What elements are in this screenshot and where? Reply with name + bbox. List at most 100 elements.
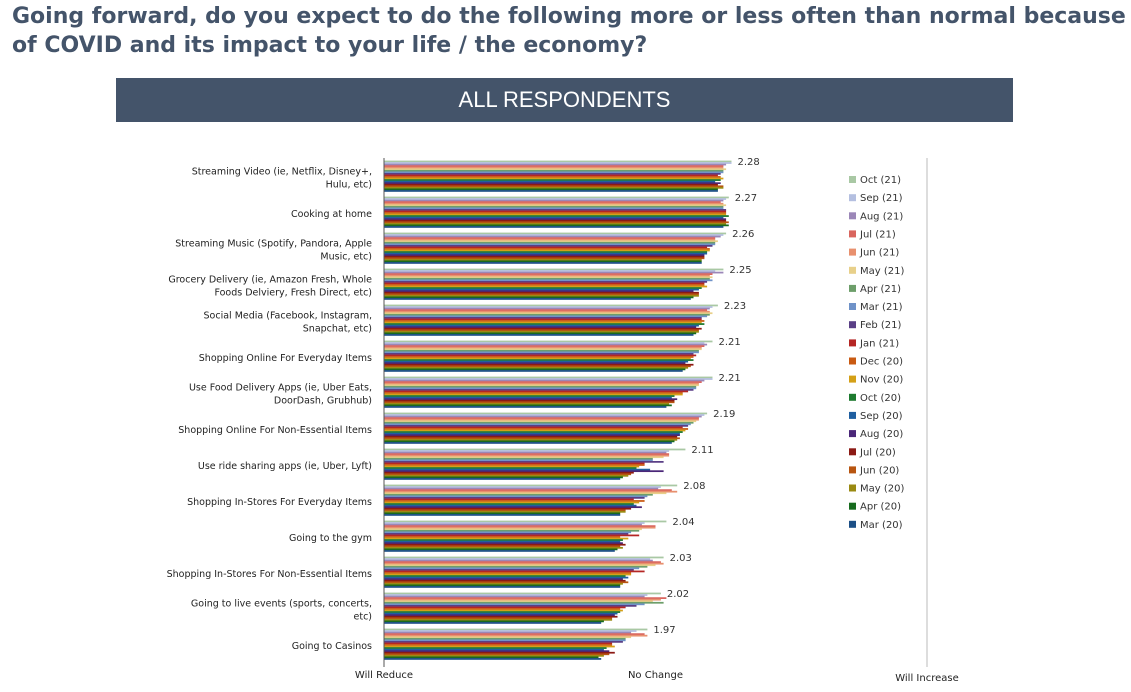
- data-label: 2.11: [691, 445, 713, 456]
- bar: [384, 393, 683, 396]
- bar: [384, 500, 645, 502]
- bar: [384, 522, 645, 524]
- legend-item-label: Jul (20): [859, 447, 896, 458]
- bar: [384, 180, 716, 183]
- bar: [384, 190, 718, 192]
- bar: [384, 562, 664, 565]
- legend-swatch: [849, 393, 856, 401]
- bar: [384, 429, 686, 432]
- bar: [384, 467, 637, 469]
- legend-item-label: Jun (20): [859, 465, 899, 476]
- bar: [384, 238, 716, 241]
- bar: [384, 360, 689, 363]
- bar: [384, 260, 702, 263]
- bar: [384, 320, 705, 322]
- bar: [384, 284, 705, 286]
- bar: [384, 396, 672, 399]
- bar: [384, 435, 678, 438]
- bars-layer: [384, 160, 732, 660]
- bar: [384, 241, 716, 244]
- bar: [384, 173, 721, 175]
- bar: [384, 399, 675, 402]
- category-label: Shopping In-Stores For Non-Essential Ite…: [167, 569, 372, 580]
- bar: [384, 630, 637, 632]
- bar: [384, 528, 642, 531]
- bar: [384, 440, 675, 443]
- bar: [384, 497, 645, 499]
- bar: [384, 326, 697, 329]
- bar: [384, 296, 694, 299]
- data-label: 2.23: [724, 301, 746, 312]
- bar: [384, 618, 613, 621]
- bar: [384, 381, 702, 383]
- bar: [384, 389, 694, 391]
- data-label: 2.28: [738, 157, 760, 168]
- page-title: Going forward, do you expect to do the f…: [12, 4, 1126, 58]
- bar: [384, 453, 670, 455]
- bar: [384, 417, 699, 419]
- bar: [384, 276, 713, 279]
- bar: [384, 495, 648, 498]
- bar: [384, 255, 705, 258]
- bar: [384, 343, 708, 346]
- bar: [384, 219, 727, 222]
- bar: [384, 603, 645, 606]
- bar: [384, 628, 648, 631]
- bar: [384, 648, 604, 651]
- bar: [384, 232, 727, 235]
- bar: [384, 471, 634, 474]
- bar: [384, 291, 699, 294]
- bar: [384, 523, 642, 526]
- data-label: 2.26: [732, 229, 754, 240]
- legend-item-label: Mar (21): [860, 302, 903, 313]
- bar: [384, 545, 621, 548]
- bar: [384, 569, 634, 571]
- x-tick-label: Will Reduce: [355, 670, 413, 681]
- legend-swatch: [849, 248, 856, 256]
- bar: [384, 176, 721, 178]
- bar: [384, 597, 667, 599]
- bar: [384, 431, 683, 433]
- legend-item-label: Jun (21): [859, 248, 899, 259]
- bar: [384, 209, 727, 211]
- legend-item-label: Jul (21): [859, 229, 896, 240]
- bar: [384, 366, 689, 369]
- bar: [384, 428, 689, 430]
- data-label: 2.02: [667, 589, 689, 600]
- bar: [384, 536, 621, 538]
- bar: [384, 290, 694, 293]
- legend-item-label: Nov (20): [860, 375, 903, 386]
- bar: [384, 456, 664, 459]
- bar: [384, 285, 708, 288]
- bar: [384, 631, 632, 634]
- bar: [384, 282, 705, 285]
- legend-swatch: [849, 321, 856, 329]
- bar: [384, 594, 648, 596]
- legend-item-label: Jan (21): [859, 338, 899, 349]
- bar: [384, 222, 727, 225]
- bar: [384, 426, 683, 429]
- bar: [384, 476, 623, 479]
- legend-swatch: [849, 339, 856, 347]
- bar: [384, 329, 699, 332]
- legend-swatch: [849, 284, 856, 292]
- bar: [384, 363, 694, 366]
- bar: [384, 634, 648, 637]
- legend-swatch: [849, 375, 856, 383]
- data-label: 2.27: [735, 193, 757, 204]
- axis-layer: Will Reduce No Change Will Increase: [355, 158, 959, 684]
- bar: [384, 402, 670, 405]
- data-label: 2.04: [672, 517, 694, 528]
- legend-item-label: Aug (21): [860, 211, 903, 222]
- category-label: Cooking at home: [291, 209, 372, 220]
- bar: [384, 318, 702, 321]
- bar: [384, 653, 610, 656]
- bar: [384, 651, 615, 654]
- bar: [384, 412, 708, 415]
- data-label: 2.21: [719, 373, 741, 384]
- bar: [384, 421, 694, 424]
- bar: [384, 595, 645, 598]
- bar: [384, 213, 727, 216]
- category-label: Shopping Online For Non-Essential Items: [178, 425, 372, 436]
